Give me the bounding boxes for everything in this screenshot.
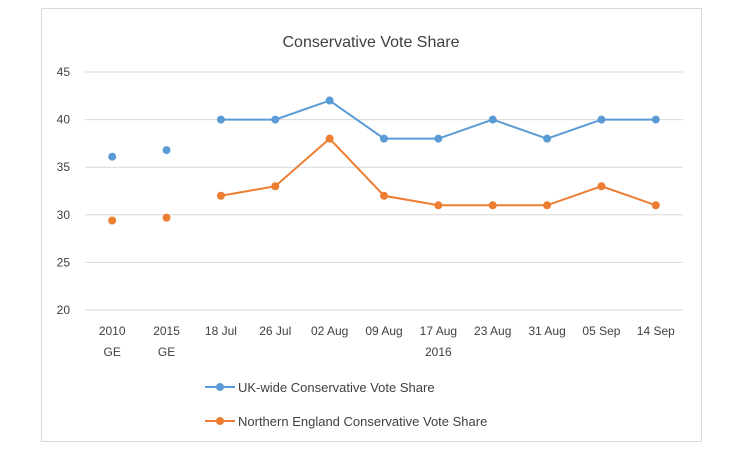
legend-marker [216, 417, 224, 425]
chart-frame [41, 8, 702, 442]
data-point [488, 115, 497, 124]
data-point [216, 115, 225, 124]
data-point [380, 134, 388, 143]
data-point [543, 201, 552, 210]
data-point [651, 115, 660, 124]
y-tick-label: 30 [57, 208, 71, 222]
x-tick-label: 31 Aug [528, 324, 565, 338]
x-tick-label: 2016 [425, 345, 452, 359]
data-point [325, 96, 334, 105]
series-line-2 [220, 137, 657, 207]
legend-label: UK-wide Conservative Vote Share [238, 380, 435, 395]
series-group [108, 96, 660, 225]
data-point [597, 182, 606, 191]
x-tick-label: 09 Aug [365, 324, 402, 338]
legend-marker [216, 383, 224, 391]
y-tick-label: 45 [57, 65, 71, 79]
x-tick-label: 02 Aug [311, 324, 348, 338]
data-point [271, 182, 280, 191]
x-tick-label: GE [158, 345, 175, 359]
data-point [216, 191, 225, 200]
data-point [543, 134, 552, 143]
data-point [271, 115, 280, 124]
data-point [108, 216, 117, 225]
x-tick-label: 2010 [99, 324, 126, 338]
legend-label: Northern England Conservative Vote Share [238, 414, 487, 429]
data-point [597, 115, 606, 124]
x-tick-label: 17 Aug [420, 324, 457, 338]
legend: UK-wide Conservative Vote Share Northern … [205, 380, 487, 429]
y-tick-label: 40 [57, 113, 71, 127]
y-axis-ticks: 20 25 30 35 40 45 [57, 65, 71, 317]
data-point [325, 134, 334, 143]
y-tick-label: 35 [57, 160, 71, 174]
data-point [162, 146, 171, 155]
x-tick-label: 2015 [153, 324, 180, 338]
y-tick-label: 20 [57, 303, 71, 317]
gridlines [85, 71, 683, 311]
chart-title: Conservative Vote Share [283, 34, 460, 51]
data-point [651, 201, 660, 210]
x-tick-label: 23 Aug [474, 324, 511, 338]
x-tick-label: 05 Sep [582, 324, 620, 338]
data-point [108, 152, 117, 161]
x-axis-ticks: 2010 GE 2015 GE 18 Jul 26 Jul 02 Aug 09 Aug 17 A… [99, 324, 675, 359]
x-tick-label: 18 Jul [205, 324, 237, 338]
y-tick-label: 25 [57, 255, 71, 269]
data-point [434, 201, 443, 210]
data-point [162, 213, 171, 222]
x-tick-label: 14 Sep [637, 324, 675, 338]
data-point [380, 191, 388, 200]
x-tick-label: GE [104, 345, 121, 359]
data-point [434, 134, 443, 143]
x-tick-label: 26 Jul [259, 324, 291, 338]
data-point [488, 201, 497, 210]
